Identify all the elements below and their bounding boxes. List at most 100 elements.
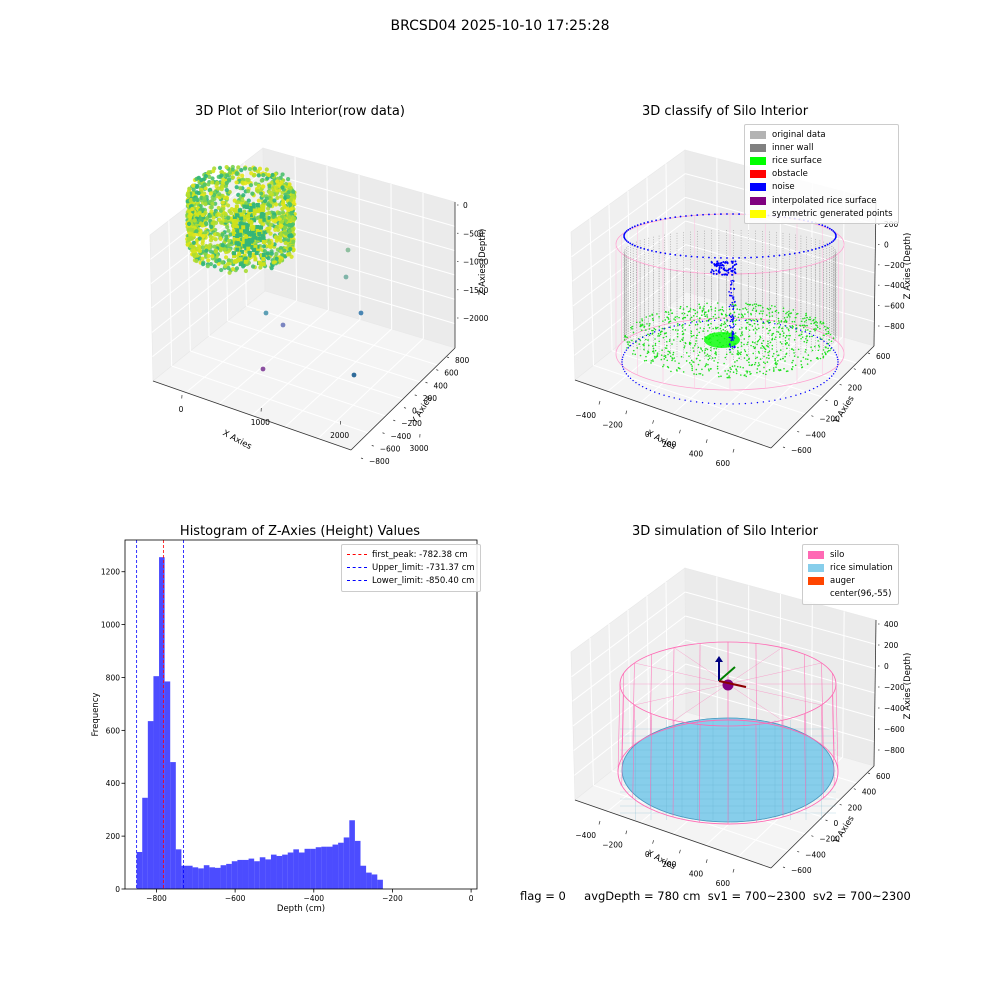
plot2-rice-surface-point: [689, 308, 692, 310]
histogram-bar: [270, 854, 277, 889]
plot2-noise-point: [659, 218, 662, 221]
plot1-point: [234, 180, 239, 185]
plot2-rice-surface-point: [741, 334, 744, 336]
plot2-noise-point: [837, 361, 839, 363]
plot2-rice-surface-point: [804, 351, 807, 353]
plot2-noise-point: [768, 322, 770, 324]
legend-entry: symmetric generated points: [750, 207, 893, 220]
plot2-rice-surface-point: [717, 361, 719, 364]
plot1-point: [280, 210, 286, 215]
plot2-noise-point: [726, 213, 728, 215]
plot2-rice-surface-point: [661, 330, 663, 333]
plot1-point: [230, 167, 235, 172]
plot4-x-tick-label: −200: [602, 841, 623, 850]
plot2-rice-surface-point: [692, 347, 694, 349]
plot2-rice-surface-point: [659, 333, 662, 336]
plot2-rice-surface-point: [647, 339, 649, 341]
plot1-y-tick-label: −600: [380, 444, 401, 453]
plot2-rice-surface-point: [676, 323, 679, 325]
plot1-outlier-point: [351, 372, 357, 378]
plot2-rice-surface-point: [654, 344, 657, 347]
plot2-rice-surface-point: [805, 319, 808, 322]
plot2-rice-surface-point: [641, 319, 644, 322]
histogram-bar: [231, 861, 238, 889]
plot2-rice-surface-point: [704, 315, 707, 318]
plot2-rice-surface-point: [702, 309, 705, 311]
plot2-rice-surface-point: [681, 327, 684, 329]
plot2-rice-surface-point: [670, 370, 672, 373]
plot1-point: [280, 185, 285, 190]
plot1-y-tick-label: 200: [423, 394, 438, 403]
plot2-rice-surface-point: [740, 332, 743, 335]
plot2-rice-surface-point: [676, 370, 678, 372]
plot2-rice-surface-point: [760, 318, 762, 321]
plot2-rice-surface-point: [685, 360, 688, 362]
plot2-noise-point: [713, 402, 716, 405]
plot2-rice-surface-point: [654, 342, 657, 345]
plot2-noise-point: [731, 320, 734, 322]
plot1-outlier-point: [345, 247, 351, 253]
plot2-rice-surface-point: [653, 355, 656, 358]
plot2-rice-surface-point: [781, 330, 784, 332]
plot2-rice-surface-point: [811, 335, 813, 338]
plot2-rice-surface-point: [703, 305, 705, 308]
plot1-point: [217, 192, 222, 197]
histogram-bar: [343, 837, 350, 889]
legend-label: center(96,-55): [830, 589, 892, 600]
plot1-point: [232, 198, 237, 203]
plot2-rice-surface-point: [732, 371, 735, 374]
plot1-point: [230, 267, 236, 272]
plot1-point: [188, 214, 193, 219]
plot2-rice-surface-point: [710, 317, 713, 320]
plot2-noise-point: [731, 301, 734, 304]
plot2-rice-surface-point: [815, 357, 818, 359]
plot2-rice-surface-point: [778, 322, 780, 324]
plot2-noise-point: [673, 397, 675, 399]
plot4-x-tick: [705, 859, 708, 863]
plot2-rice-surface-point: [746, 370, 749, 373]
histogram-bar: [332, 844, 339, 889]
plot2-noise-point: [622, 366, 624, 368]
plot1-point: [236, 200, 241, 205]
plot2-rice-surface-point: [809, 318, 812, 321]
plot2-rice-surface-point: [813, 345, 816, 348]
plot2-rice-surface-point: [762, 361, 765, 364]
plot2-rice-surface-point: [706, 302, 708, 305]
plot2-rice-surface-point: [696, 357, 698, 360]
plot1-point: [291, 189, 296, 194]
plot1-outlier-point: [280, 322, 286, 328]
plot2-noise-point: [812, 387, 815, 390]
plot2-rice-surface-point: [746, 321, 748, 324]
plot2-rice-surface-point: [805, 358, 807, 360]
plot4-y-tick-label: 600: [876, 772, 891, 781]
plot2-noise-point: [685, 215, 687, 217]
plot2-rice-surface-point: [761, 312, 764, 315]
plot2-rice-surface-point: [747, 311, 749, 313]
plot2-rice-surface-point: [740, 341, 743, 344]
plot2-rice-surface-point: [809, 330, 811, 333]
plot4-silo-wire: [727, 647, 783, 685]
plot4-y-tick-label: 400: [862, 788, 877, 797]
plot4-silo-wire: [649, 713, 652, 809]
plot1-point: [212, 264, 217, 269]
plot2-rice-surface-point: [676, 315, 678, 318]
legend-label: auger: [830, 575, 855, 586]
plot2-noise-point: [629, 377, 632, 380]
plot2-rice-surface-point: [662, 336, 665, 339]
plot2-rice-surface-point: [819, 337, 822, 339]
plot2-rice-surface-point: [701, 349, 704, 352]
plot2-rice-surface-point: [676, 335, 679, 338]
plot2-rice-surface-point: [669, 355, 672, 358]
plot2-rice-surface-point: [733, 365, 736, 367]
legend-label: Lower_limit: -850.40 cm: [372, 575, 475, 586]
plot1-point: [211, 169, 216, 174]
plot2-rice-surface-point: [718, 316, 720, 319]
plot2-rice-surface-point: [736, 353, 739, 355]
plot2-noise-point: [790, 395, 792, 398]
plot2-rice-surface-point: [688, 361, 691, 364]
plot2-noise-point: [728, 294, 731, 297]
plot2-rice-surface-point: [751, 309, 754, 311]
plot1-point: [187, 186, 192, 191]
plot1-point: [209, 224, 214, 229]
plot2-rice-surface-point: [662, 365, 664, 368]
